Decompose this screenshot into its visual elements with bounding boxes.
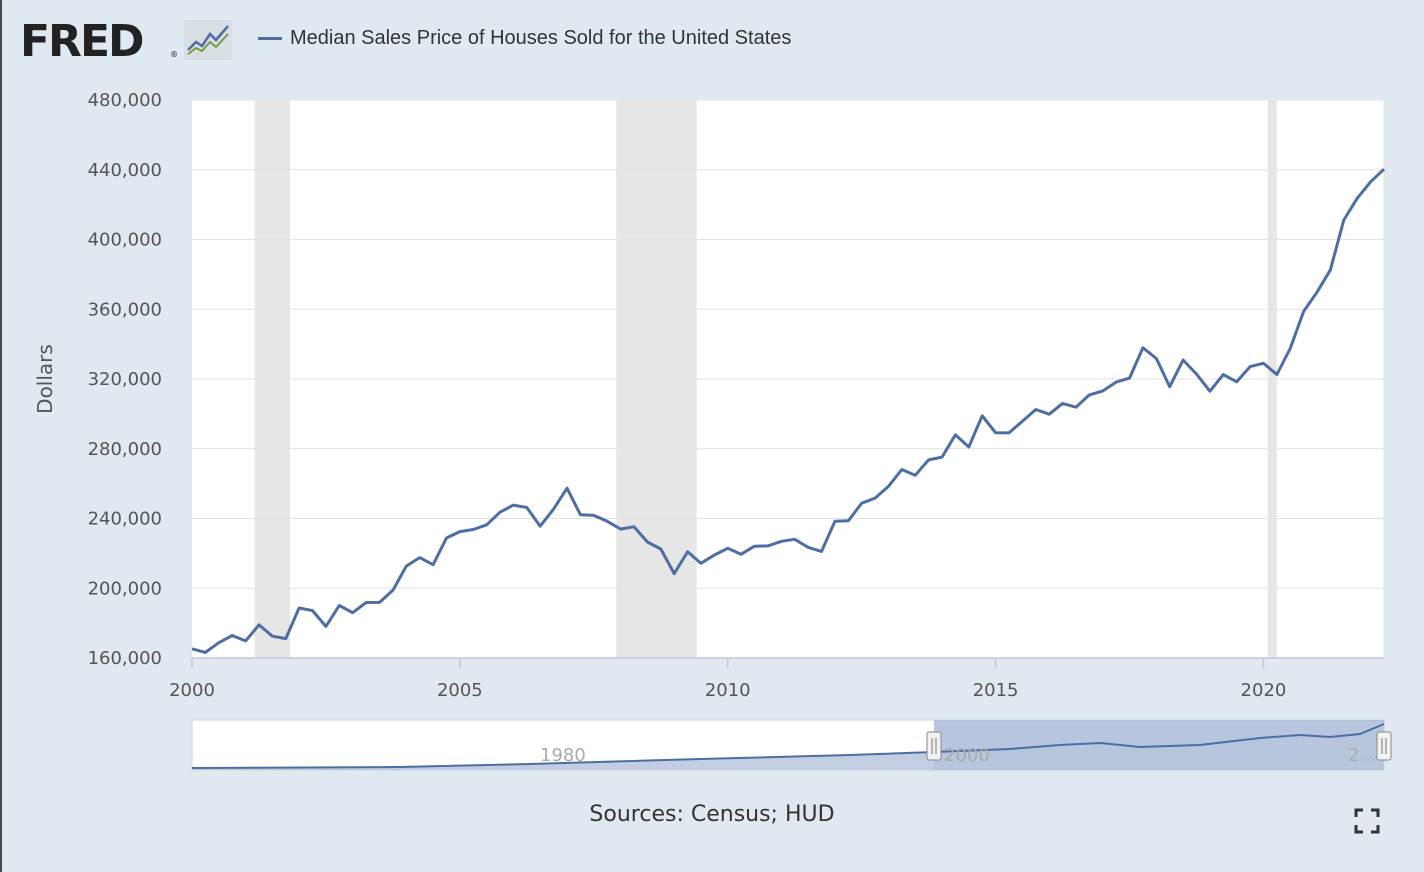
x-tick-label: 2015: [973, 680, 1019, 701]
chart-line-icon: [184, 20, 232, 60]
navigator-line: [191, 723, 1385, 769]
line-chart[interactable]: 160,000 200,000 240,000 280,000 320,000 360,0…: [0, 0, 1424, 800]
navigator-area: [192, 724, 1384, 770]
y-tick-label: 280,000: [88, 439, 162, 460]
legend[interactable]: Median Sales Price of Houses Sold for th…: [258, 22, 791, 54]
y-tick-label: 320,000: [88, 369, 162, 390]
gridlines: [192, 99, 1385, 659]
registered-mark: ®: [170, 50, 178, 59]
range-navigator[interactable]: 1980 2000 2...: [191, 719, 1392, 771]
fullscreen-icon[interactable]: [1354, 808, 1380, 834]
navigator-tick-2000: 2000: [944, 745, 990, 766]
y-tick-label: 480,000: [88, 90, 162, 111]
fred-logo[interactable]: FRED: [20, 16, 145, 67]
x-tick-label: 2000: [169, 680, 215, 701]
navigator-handle-left[interactable]: [926, 731, 942, 761]
y-tick-label: 440,000: [88, 160, 162, 181]
y-tick-label: 360,000: [88, 299, 162, 320]
navigator-tick-1980: 1980: [540, 745, 586, 766]
legend-label: Median Sales Price of Houses Sold for th…: [290, 26, 792, 49]
series-line[interactable]: [191, 168, 1386, 654]
y-tick-label: 200,000: [88, 578, 162, 599]
legend-swatch: [258, 36, 282, 40]
y-axis-label: Dollars: [33, 344, 57, 414]
navigator-tick-end: 2...: [1348, 745, 1377, 766]
y-tick-label: 240,000: [88, 509, 162, 530]
y-axis: 160,000 200,000 240,000 280,000 320,000 360,0…: [88, 90, 162, 669]
x-axis: 2000 2005 2010 2015 2020: [169, 657, 1384, 701]
navigator-handle-right[interactable]: [1376, 731, 1392, 761]
x-tick-label: 2005: [437, 680, 483, 701]
y-tick-label: 400,000: [88, 230, 162, 251]
y-tick-label: 160,000: [88, 648, 162, 669]
x-tick-label: 2020: [1241, 680, 1287, 701]
x-tick-label: 2010: [705, 680, 751, 701]
sources-text: Sources: Census; HUD: [589, 802, 835, 827]
window-edge: [0, 0, 2, 872]
